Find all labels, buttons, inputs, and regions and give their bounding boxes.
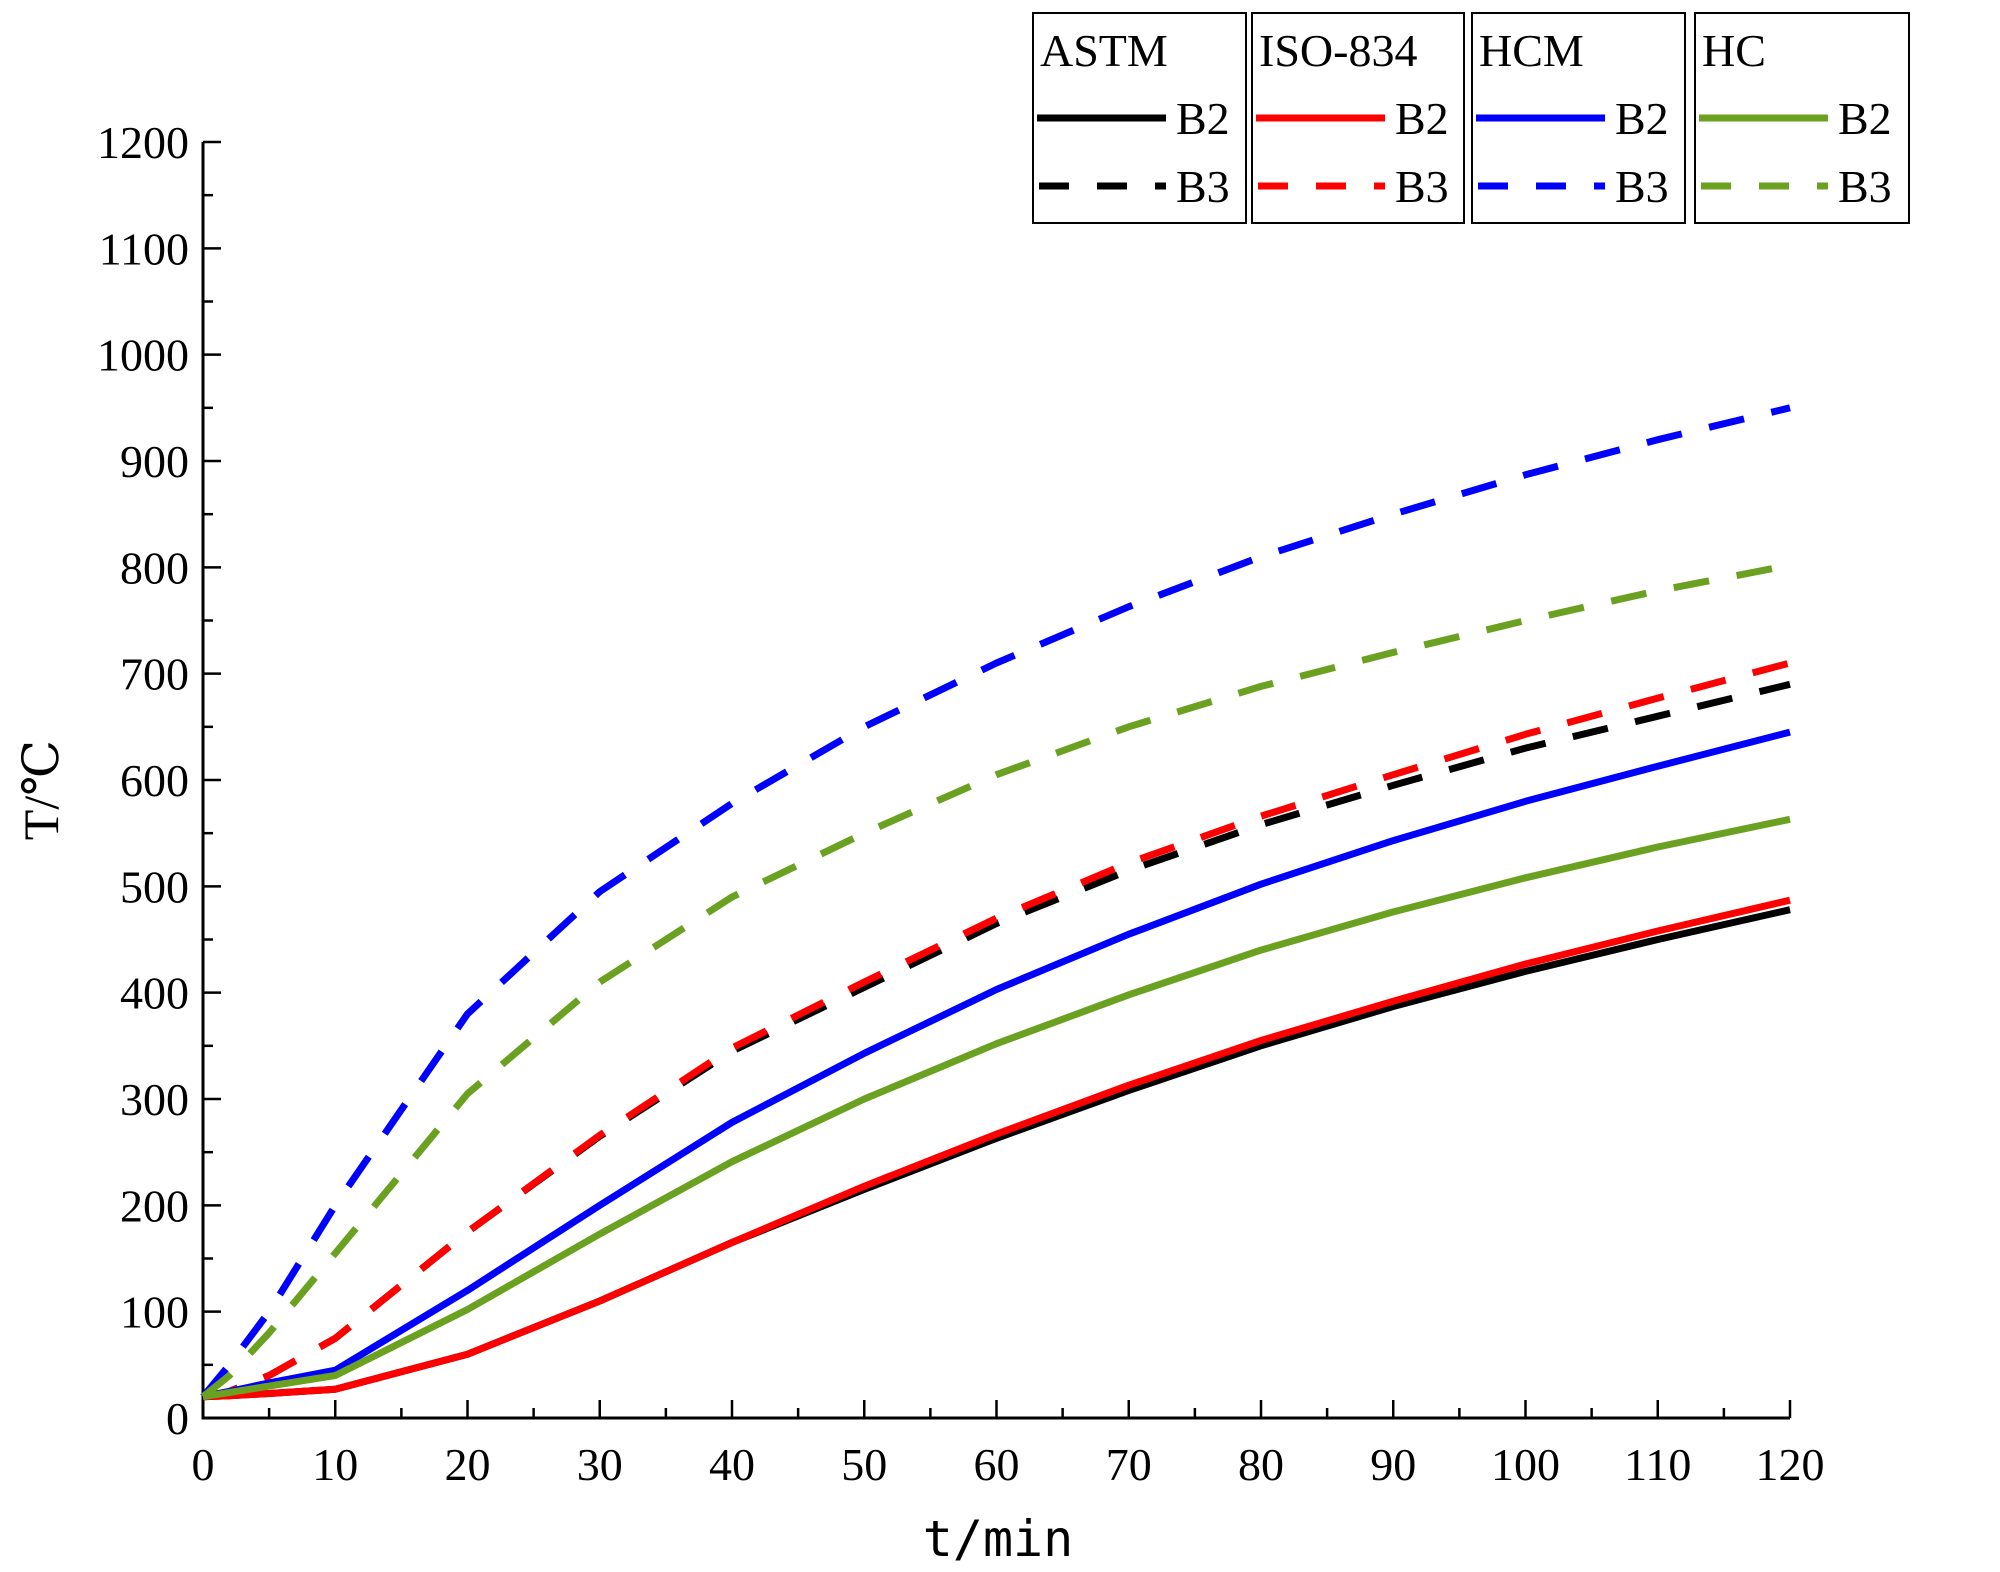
legend-entry-label: B2 — [1176, 93, 1230, 144]
x-tick-label: 90 — [1370, 1439, 1416, 1490]
x-tick-label: 0 — [192, 1439, 215, 1490]
x-tick-label: 60 — [974, 1439, 1020, 1490]
y-tick-label: 1000 — [97, 330, 189, 381]
y-tick-label: 800 — [120, 542, 189, 593]
y-tick-label: 1100 — [99, 223, 189, 274]
x-tick-label: 120 — [1756, 1439, 1825, 1490]
series-line-hc-b3 — [200, 561, 1791, 1400]
y-tick-label: 600 — [120, 755, 189, 806]
legend-group-title: HCM — [1479, 25, 1584, 76]
x-tick-label: 40 — [709, 1439, 755, 1490]
x-tick-label: 70 — [1106, 1439, 1152, 1490]
y-tick-label: 300 — [120, 1074, 189, 1125]
series-line-hc-b2 — [202, 815, 1791, 1401]
x-tick-label: 30 — [577, 1439, 623, 1490]
y-tick-label: 500 — [120, 861, 189, 912]
legend-group-title: ASTM — [1040, 25, 1168, 76]
y-tick-label: 400 — [120, 968, 189, 1019]
legend-entry-label: B2 — [1615, 93, 1669, 144]
y-axis-title: T/℃ — [13, 740, 69, 840]
series-line-iso834-b2 — [202, 896, 1791, 1401]
axes: 0100200300400500600700800900100011001200… — [97, 117, 1825, 1490]
y-tick-label: 1200 — [97, 117, 189, 168]
x-tick-label: 110 — [1624, 1439, 1691, 1490]
legend-group-title: ISO-834 — [1259, 25, 1417, 76]
series-line-hcm-b3 — [200, 404, 1791, 1399]
legend-entry-label: B3 — [1176, 161, 1230, 212]
y-tick-label: 0 — [166, 1393, 189, 1444]
y-tick-label: 200 — [120, 1180, 189, 1231]
legend-entry-label: B2 — [1838, 93, 1892, 144]
series-line-hcm-b2 — [202, 728, 1791, 1401]
x-axis-title: t/min — [923, 1510, 1074, 1568]
y-tick-label: 100 — [120, 1287, 189, 1338]
plot-lines — [200, 404, 1791, 1401]
legend-entry-label: B3 — [1615, 161, 1669, 212]
y-tick-label: 700 — [120, 649, 189, 700]
legend-group-title: HC — [1702, 25, 1766, 76]
x-tick-label: 80 — [1238, 1439, 1284, 1490]
x-tick-label: 20 — [445, 1439, 491, 1490]
series-line-iso834-b3 — [202, 659, 1791, 1401]
x-tick-label: 50 — [841, 1439, 887, 1490]
y-tick-label: 900 — [120, 436, 189, 487]
x-tick-label: 100 — [1491, 1439, 1560, 1490]
legend-entry-label: B2 — [1395, 93, 1449, 144]
legend-entry-label: B3 — [1395, 161, 1449, 212]
x-tick-label: 10 — [312, 1439, 358, 1490]
legend-entry-label: B3 — [1838, 161, 1892, 212]
